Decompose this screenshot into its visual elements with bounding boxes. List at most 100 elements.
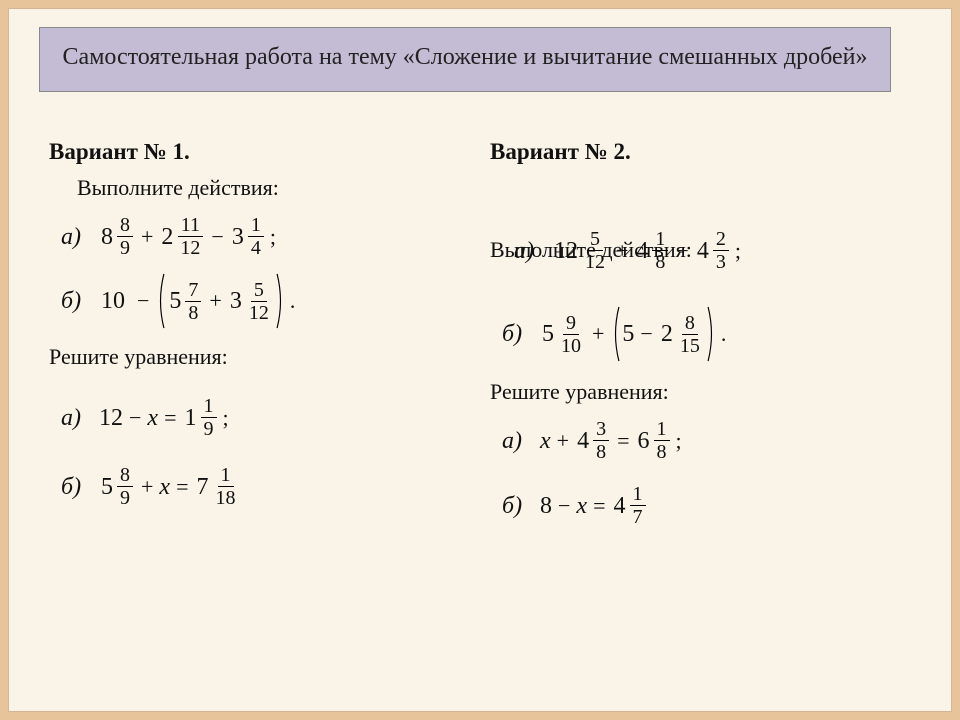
- mixed-number: 5 8 9: [101, 465, 133, 508]
- operator-minus: −: [558, 495, 570, 517]
- denominator: 4: [248, 237, 264, 258]
- left-paren-icon: [610, 305, 622, 363]
- fraction: 1 7: [630, 484, 646, 527]
- whole-part: 2: [161, 225, 173, 249]
- whole-part: 4: [577, 429, 589, 453]
- numerator: 9: [563, 313, 579, 335]
- variant-1-instruction: Выполните действия:: [77, 175, 470, 201]
- operator-equals: =: [593, 495, 605, 517]
- denominator: 10: [558, 335, 584, 356]
- operator-minus: −: [211, 226, 223, 248]
- mixed-number: 5 7 8: [169, 280, 201, 323]
- operator-equals: =: [164, 407, 176, 429]
- fraction: 1 8: [654, 419, 670, 462]
- denominator: 9: [117, 487, 133, 508]
- whole-part: 12: [99, 406, 123, 430]
- fraction: 1 18: [213, 465, 239, 508]
- denominator: 9: [201, 418, 217, 439]
- whole-number: 10: [101, 289, 129, 313]
- label-b: б): [502, 494, 530, 518]
- operator-plus: +: [141, 226, 153, 248]
- whole-part: 8: [540, 494, 552, 518]
- mixed-number: 4 1 7: [614, 484, 646, 527]
- whole-part: 5: [101, 475, 113, 499]
- v2-task-b: б) 5 9 10 + 5 − 2 8: [502, 305, 911, 363]
- label-a: а): [502, 429, 530, 453]
- whole-part: 3: [230, 289, 242, 313]
- whole-part: 5: [622, 322, 634, 346]
- whole-part: 6: [638, 429, 650, 453]
- denominator: 8: [652, 251, 668, 272]
- mixed-number: 6 1 8: [638, 419, 670, 462]
- operator-plus: +: [141, 476, 153, 498]
- denominator: 3: [713, 251, 729, 272]
- content-area: Вариант № 1. Выполните действия: а) 8 8 …: [39, 139, 921, 701]
- operator-plus: +: [209, 290, 221, 312]
- fraction: 2 3: [713, 229, 729, 272]
- mixed-number: 2 8 15: [661, 313, 703, 356]
- fraction: 1 9: [201, 396, 217, 439]
- v1-task-a: а) 8 8 9 + 2 11 12 −: [61, 215, 470, 258]
- numerator: 1: [630, 484, 646, 506]
- v2-eq-b: б) 8 − x = 4 1 7: [502, 484, 911, 527]
- punct: .: [721, 323, 727, 345]
- v1-solve-heading: Решите уравнения:: [49, 344, 470, 370]
- denominator: 12: [582, 251, 608, 272]
- label-b: б): [502, 322, 530, 346]
- fraction: 1 4: [248, 215, 264, 258]
- operator-plus: +: [592, 323, 604, 345]
- mixed-number: 8 8 9: [101, 215, 133, 258]
- operator-minus: −: [640, 323, 652, 345]
- right-paren-icon: [705, 305, 717, 363]
- mixed-number: 4 1 8: [636, 229, 668, 272]
- denominator: 9: [117, 237, 133, 258]
- mixed-number: 4 3 8: [577, 419, 609, 462]
- variant-1-column: Вариант № 1. Выполните действия: а) 8 8 …: [39, 139, 480, 701]
- variant-2-column: Вариант № 2. Выполните действия: а) 12 5…: [480, 139, 921, 701]
- fraction: 1 8: [652, 229, 668, 272]
- whole-part: 5: [542, 322, 554, 346]
- fraction: 7 8: [185, 280, 201, 323]
- numerator: 8: [117, 215, 133, 237]
- fraction: 5 12: [582, 229, 608, 272]
- punct: .: [290, 290, 296, 312]
- mixed-number: 3 1 4: [232, 215, 264, 258]
- mixed-number: 2 11 12: [161, 215, 203, 258]
- fraction: 3 8: [593, 419, 609, 462]
- operator-minus: −: [137, 290, 149, 312]
- fraction: 8 15: [677, 313, 703, 356]
- whole-part: 5: [169, 289, 181, 313]
- label-b: б): [61, 475, 89, 499]
- fraction: 8 9: [117, 465, 133, 508]
- mixed-number: 5 9 10: [542, 313, 584, 356]
- numerator: 8: [117, 465, 133, 487]
- variant-2-heading: Вариант № 2.: [490, 139, 911, 165]
- denominator: 7: [630, 506, 646, 527]
- operator-plus: +: [557, 430, 569, 452]
- v2-overlap-block: Выполните действия: а) 12 5 12 + 4: [490, 201, 911, 291]
- v2-eq-a: а) x + 4 3 8 = 6 1 8: [502, 419, 911, 462]
- v1-eq-a: а) 12 − x = 1 1 9 ;: [61, 396, 470, 439]
- paren-group: 5 7 8 + 3 5 12: [155, 272, 285, 330]
- numerator: 11: [178, 215, 203, 237]
- denominator: 12: [177, 237, 203, 258]
- numerator: 3: [593, 419, 609, 441]
- punct: ;: [735, 240, 741, 262]
- right-paren-icon: [274, 272, 286, 330]
- whole-part: 4: [697, 239, 709, 263]
- numerator: 1: [218, 465, 234, 487]
- punct: ;: [223, 407, 229, 429]
- numerator: 2: [713, 229, 729, 251]
- whole-part: 7: [197, 475, 209, 499]
- numerator: 8: [682, 313, 698, 335]
- fraction: 8 9: [117, 215, 133, 258]
- variable-x: x: [576, 494, 587, 518]
- variable-x: x: [540, 429, 551, 453]
- numerator: 5: [251, 280, 267, 302]
- mixed-number: 4 2 3: [697, 229, 729, 272]
- denominator: 12: [246, 302, 272, 323]
- fraction: 9 10: [558, 313, 584, 356]
- whole-part: 12: [554, 239, 578, 263]
- v2-solve-heading: Решите уравнения:: [490, 379, 911, 405]
- whole-part: 4: [636, 239, 648, 263]
